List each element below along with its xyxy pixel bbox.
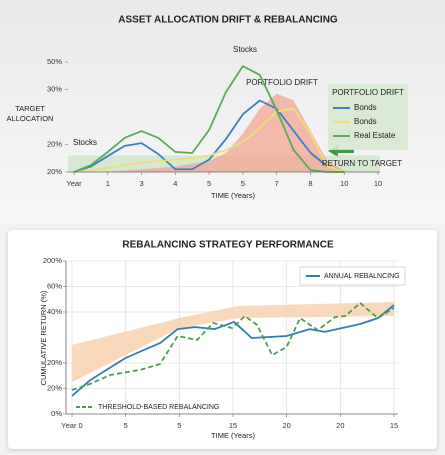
series-line: [71, 304, 395, 397]
y-axis-title: TARGET ALLOCATION: [6, 104, 54, 123]
y-tick-label: 60%: [47, 281, 62, 290]
x-tick-label: 20: [336, 421, 344, 430]
x-tick-label: 5: [241, 179, 245, 188]
chart-title: REBALANCING STRATEGY PERFORMANCE: [122, 240, 334, 251]
x-tick-label: 8: [308, 179, 312, 188]
y-axis-title: CUMULATIVE RETURN (%): [39, 290, 48, 385]
legend-box: [299, 266, 406, 286]
legend-label: THRESHOLD-BASED REBALANCING: [98, 404, 219, 411]
y-tick-label: 50%: [47, 57, 62, 66]
legend-label: Real Estate: [354, 131, 396, 140]
area-label: PORTFOLIO DRIFT: [246, 78, 318, 87]
x-tick-label: 7: [275, 179, 279, 188]
x-tick-label: Year 0: [61, 421, 82, 430]
x-axis-title: TIME (Years): [211, 191, 255, 200]
y-tick-label: 20%: [47, 167, 62, 176]
x-tick-label: 10: [340, 179, 348, 188]
x-tick-label: 10: [374, 179, 382, 188]
x-tick-label: 5: [177, 421, 181, 430]
series-line: [71, 302, 395, 391]
annotation: RETURN TO TARGET: [322, 159, 402, 168]
x-tick-label: Year: [66, 179, 82, 188]
x-tick-label: 5: [124, 421, 128, 430]
y-tick-label: 20%: [47, 139, 62, 148]
y-tick-label: 200%: [43, 256, 63, 265]
annotation: Stocks: [73, 138, 97, 147]
x-tick-label: 4: [173, 179, 177, 188]
drift-area: [74, 93, 345, 172]
x-axis-title: TIME (Years): [211, 431, 255, 440]
y-tick-label: 40%: [47, 307, 62, 316]
chart-title: ASSET ALLOCATION DRIFT & REBALANCING: [118, 15, 338, 26]
x-tick-label: 15: [390, 421, 398, 430]
series-line: [73, 107, 345, 173]
legend-label: Bonds: [354, 117, 377, 126]
series-line: [73, 99, 345, 173]
x-tick-label: 1: [106, 179, 110, 188]
y-axis-title-box: TARGET ALLOCATION: [6, 104, 54, 123]
y-tick-label: 20%: [47, 358, 62, 367]
x-tick-label: 20: [282, 421, 290, 430]
range-band: [72, 302, 394, 383]
legend-label: Bonds: [354, 103, 377, 112]
legend-label: ANNUAL REBALNCING: [324, 273, 400, 280]
legend-box: [328, 84, 408, 150]
x-tick-label: 3: [139, 179, 143, 188]
legend-title: PORTFOLIO DRIFT: [332, 88, 404, 97]
y-tick-label: 0%: [51, 409, 62, 418]
y-tick-label: 20%: [47, 383, 62, 392]
x-tick-label: 5: [207, 179, 211, 188]
annotation: Stocks: [233, 45, 257, 54]
x-tick-label: 15: [229, 421, 237, 430]
series-line: [73, 65, 345, 173]
y-tick-label: 30%: [47, 84, 62, 93]
